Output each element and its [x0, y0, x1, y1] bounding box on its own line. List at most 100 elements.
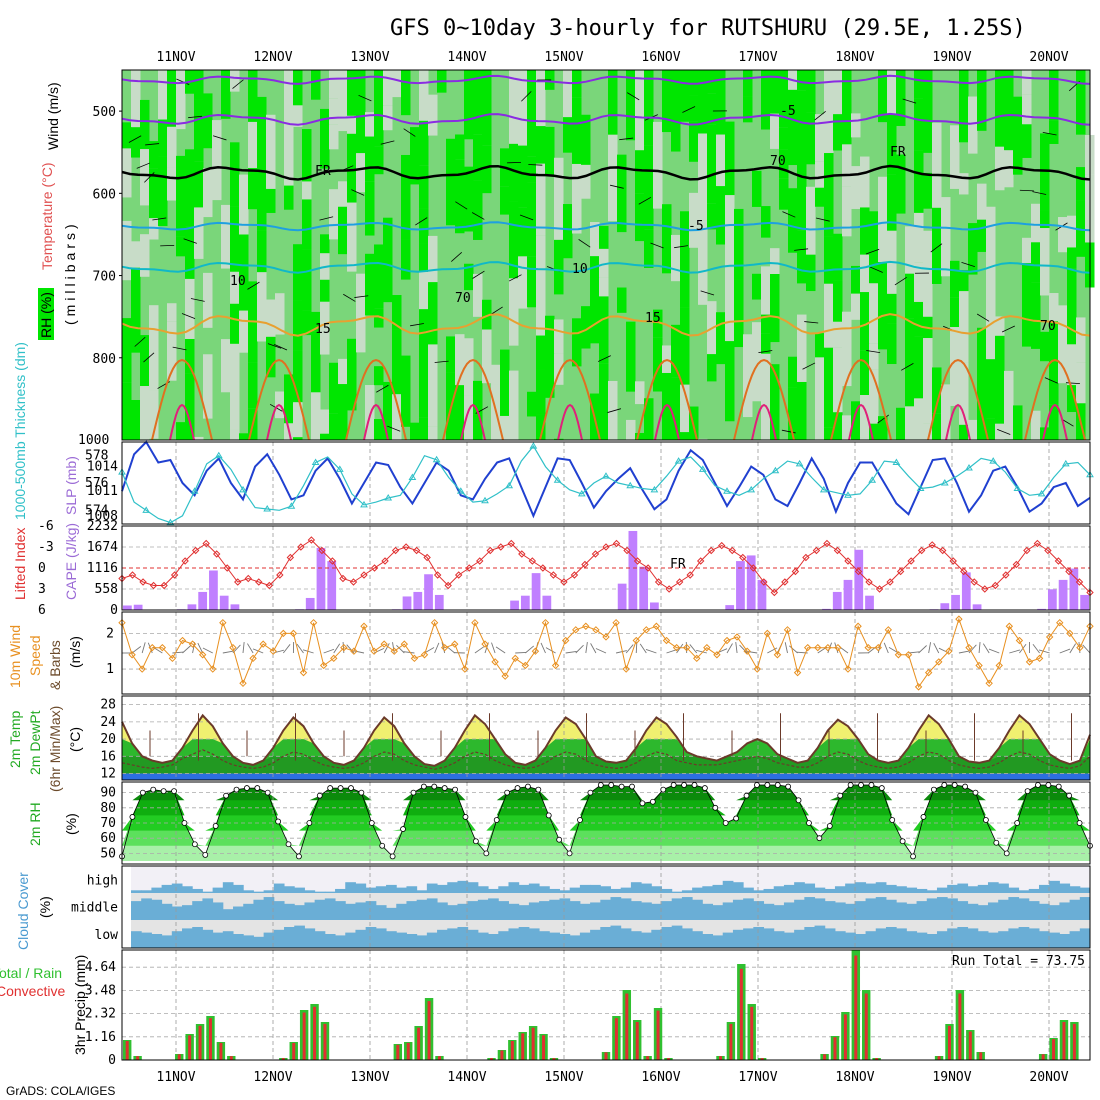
wind10m-marker	[511, 654, 519, 663]
cloud-bar-middle	[814, 898, 826, 920]
lifted-marker	[149, 581, 158, 590]
cloud-bar-high	[753, 890, 765, 893]
rh-cell	[743, 96, 753, 123]
cloud-bar-low	[131, 931, 142, 948]
rh-cell	[770, 248, 780, 274]
rh-cell	[194, 161, 204, 208]
rh-cell	[680, 270, 690, 308]
lifted-marker	[276, 571, 284, 579]
rh-cell	[1058, 217, 1068, 253]
cloud-bar-middle	[763, 903, 775, 920]
rh-cell	[221, 204, 231, 269]
rh-cell	[797, 230, 807, 284]
cloud-bar-high	[834, 886, 846, 893]
cloud-bar-middle	[314, 899, 326, 920]
cloud-bar-middle	[834, 902, 846, 920]
rh-cell	[419, 351, 429, 418]
lifted-marker	[781, 578, 789, 586]
rh-cell	[977, 409, 987, 440]
rh-marker	[483, 850, 490, 857]
cloud-bar-low	[590, 929, 601, 948]
rh-marker	[566, 850, 573, 857]
cloud-bar-low	[916, 932, 928, 948]
wind10m-marker	[471, 618, 479, 627]
rh-cell	[1004, 150, 1014, 188]
cloud-bar-middle	[386, 907, 397, 920]
wind10m-marker	[198, 651, 207, 659]
wind10m-barb	[1009, 649, 1021, 654]
lifted-marker	[518, 550, 526, 558]
rh-cell	[374, 366, 384, 386]
cape-bar	[1037, 608, 1046, 610]
cloud-bar-high	[977, 884, 989, 893]
rh-cell	[680, 432, 690, 440]
wind-barb	[700, 290, 715, 296]
rh-cell	[995, 423, 1005, 440]
wind-barb	[434, 360, 449, 363]
lifted-marker	[370, 564, 379, 572]
wind10m-barb	[441, 642, 446, 654]
wind10m-barb	[222, 650, 234, 654]
rh-cell	[887, 114, 897, 175]
lifted-marker	[749, 564, 758, 572]
lifted-marker	[307, 536, 316, 544]
rh-cell	[716, 312, 726, 365]
cape-bar	[402, 596, 412, 610]
cloud-bar-low	[763, 928, 775, 948]
rh-cell	[230, 429, 240, 440]
cloud-bar-high	[488, 888, 499, 893]
lifted-index-line	[121, 539, 1091, 594]
cloud-bar-low	[304, 928, 316, 948]
cloud-bar-high	[253, 891, 265, 893]
cloud-bar-middle	[263, 897, 275, 920]
wind10m-barb	[302, 649, 314, 654]
cloud-bar-low	[406, 934, 418, 948]
rh-cell	[860, 292, 870, 351]
cloud-bar-low	[569, 935, 581, 948]
rh-cell	[599, 296, 609, 364]
cloud-bar-low	[947, 928, 958, 948]
rh-marker	[1045, 782, 1052, 788]
rh-marker	[847, 782, 854, 788]
wind10m-marker	[410, 654, 419, 663]
wind10m-barb	[1069, 643, 1077, 654]
wind-barb	[145, 143, 160, 146]
wind10m-barb	[296, 643, 304, 654]
rh-marker	[941, 782, 948, 788]
thickness-marker	[626, 481, 635, 489]
cloud-bar-low	[416, 935, 428, 948]
rh-cell	[824, 70, 834, 154]
rh-cell	[869, 423, 879, 440]
rh-cell	[338, 384, 348, 440]
rh-cell	[383, 105, 393, 131]
cloud-bar-middle	[845, 903, 856, 920]
rh-cell	[896, 407, 906, 440]
cloud-bar-middle	[171, 906, 183, 920]
cloud-bar-middle	[753, 901, 765, 920]
lifted-marker	[360, 571, 368, 579]
cloud-bar-low	[171, 931, 183, 948]
rh-cell	[167, 321, 177, 381]
rh-cell	[797, 172, 807, 231]
thickness-marker	[674, 457, 683, 464]
wind-barb	[181, 313, 196, 319]
rh-marker	[160, 788, 167, 795]
rh-cell	[311, 311, 321, 332]
upper-air-panel: -5 FR FR FR -5 10 10 15 15 70 70 70 500 600 700 800 (mil…	[38, 69, 1095, 572]
rh-cell	[167, 70, 177, 127]
cloud-bar-low	[845, 932, 856, 948]
thickness-marker	[263, 504, 272, 512]
rh-cell	[311, 331, 321, 393]
rh-cell	[221, 339, 231, 393]
isotherm-upper-purple	[121, 74, 1091, 85]
wind10m-barb	[515, 651, 527, 654]
cloud-bar-high	[141, 890, 152, 893]
thickness-marker	[747, 485, 756, 493]
cape-bar	[531, 573, 541, 610]
rh-cell	[806, 254, 816, 292]
temp-lower-fill	[122, 756, 1090, 774]
cape-tick-0: 0	[110, 603, 118, 618]
lifted-marker	[486, 546, 494, 555]
rh-marker	[254, 785, 261, 791]
